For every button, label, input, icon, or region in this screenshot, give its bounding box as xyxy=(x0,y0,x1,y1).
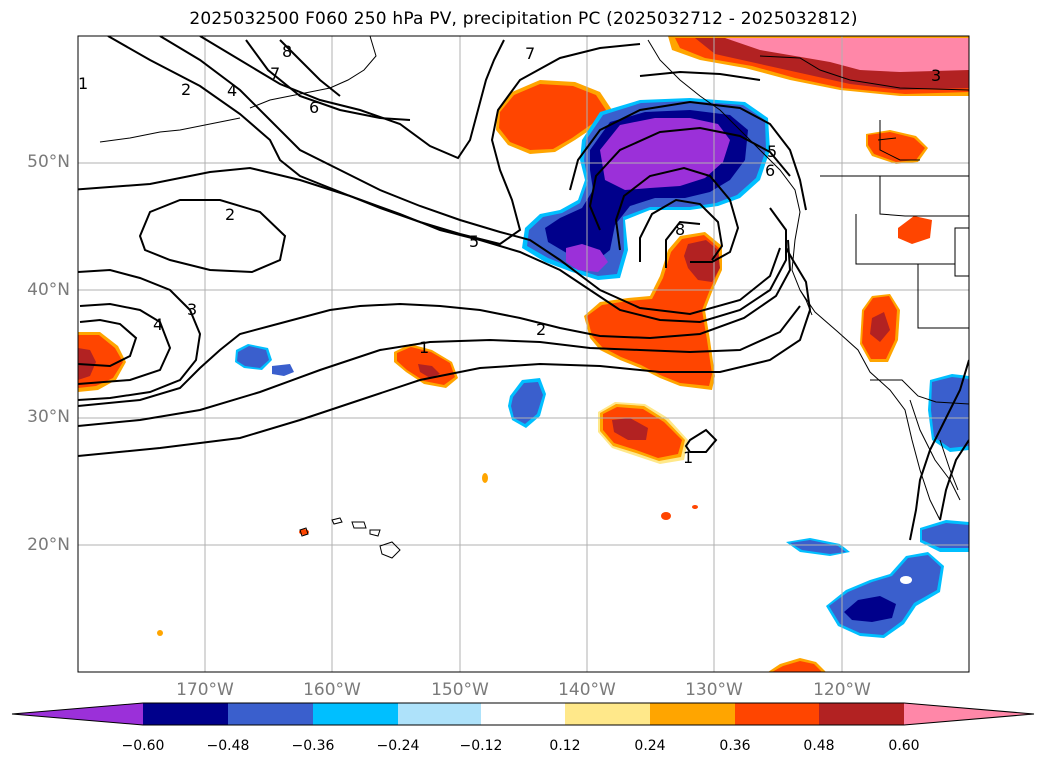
colorbar-tick: −0.24 xyxy=(376,738,420,754)
contour-label: 7 xyxy=(270,64,281,83)
contour-label: 8 xyxy=(675,220,686,239)
contour-label: 3 xyxy=(931,66,942,85)
contour-label: 3 xyxy=(187,300,198,319)
contour-label: 1 xyxy=(419,338,430,357)
colorbar-tick: −0.60 xyxy=(121,738,165,754)
colorbar xyxy=(11,702,1035,726)
contour-label: 6 xyxy=(309,98,320,117)
contour-label: 8 xyxy=(282,42,293,61)
contour-label: 5 xyxy=(469,232,480,251)
contour-label: 5 xyxy=(767,142,778,161)
lon-label-130w: 130°W xyxy=(685,680,743,700)
map-frame xyxy=(77,35,970,673)
contour-label: 2 xyxy=(536,320,547,339)
lat-label-40n: 40°N xyxy=(27,280,70,300)
contour-label: 1 xyxy=(683,448,694,467)
pv-contours xyxy=(78,36,969,541)
contour-label: 1 xyxy=(78,74,89,93)
lon-label-120w: 120°W xyxy=(813,680,871,700)
precip-fields xyxy=(78,36,969,672)
colorbar-tick: 0.60 xyxy=(888,738,920,754)
contour-label: 7 xyxy=(525,44,536,63)
lat-label-30n: 30°N xyxy=(27,407,70,427)
colorbar-tick: −0.12 xyxy=(459,738,503,754)
lat-label-50n: 50°N xyxy=(27,152,70,172)
contour-label: 2 xyxy=(181,80,192,99)
contour-label: 2 xyxy=(225,205,236,224)
lon-label-150w: 150°W xyxy=(431,680,489,700)
lon-label-160w: 160°W xyxy=(303,680,361,700)
contour-label: 6 xyxy=(765,161,776,180)
hawaii-islands xyxy=(299,517,401,559)
colorbar-tick: 0.48 xyxy=(803,738,835,754)
lat-label-20n: 20°N xyxy=(27,535,70,555)
colorbar-tick: 0.24 xyxy=(634,738,666,754)
colorbar-tick: −0.48 xyxy=(206,738,250,754)
lon-label-170w: 170°W xyxy=(176,680,234,700)
colorbar-tick: 0.12 xyxy=(549,738,581,754)
graticule xyxy=(78,36,969,672)
lon-label-140w: 140°W xyxy=(558,680,616,700)
contour-label: 4 xyxy=(227,81,238,100)
colorbar-tick: −0.36 xyxy=(291,738,335,754)
contour-label: 4 xyxy=(153,315,164,334)
figure-title: 2025032500 F060 250 hPa PV, precipitatio… xyxy=(189,9,858,29)
colorbar-tick: 0.36 xyxy=(719,738,751,754)
